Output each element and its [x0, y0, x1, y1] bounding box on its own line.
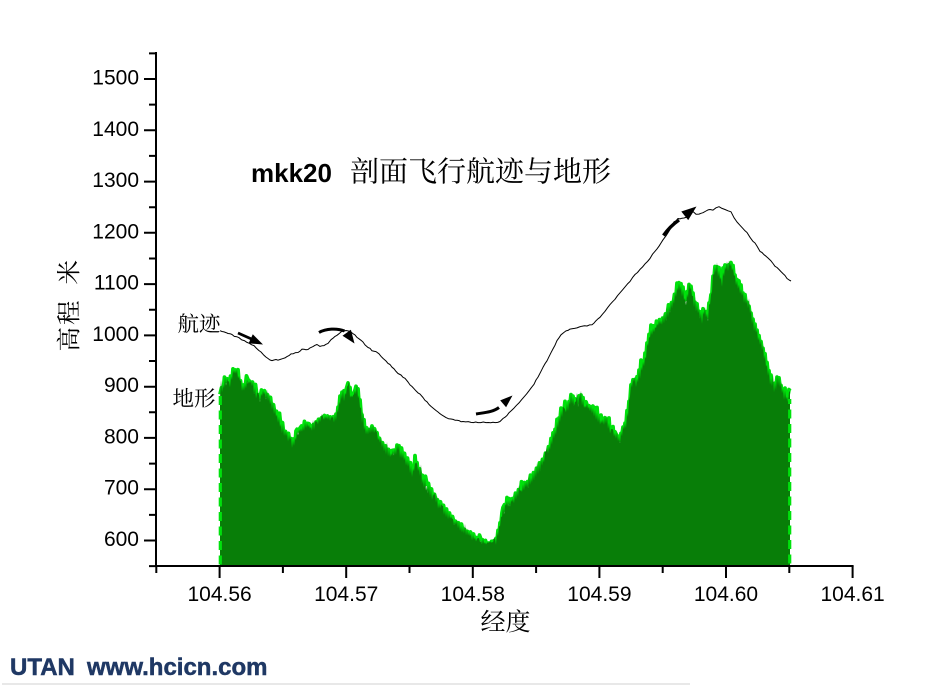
- svg-text:mkk20: mkk20: [251, 158, 332, 188]
- svg-text:104.58: 104.58: [441, 583, 505, 606]
- svg-text:900: 900: [104, 374, 139, 397]
- svg-text:104.59: 104.59: [567, 583, 631, 606]
- svg-text:1500: 1500: [92, 67, 139, 90]
- svg-text:700: 700: [104, 477, 139, 500]
- svg-text:104.56: 104.56: [187, 583, 251, 606]
- svg-text:1000: 1000: [92, 323, 139, 346]
- svg-text:104.60: 104.60: [694, 583, 758, 606]
- svg-text:1400: 1400: [92, 118, 139, 141]
- svg-text:1200: 1200: [92, 220, 139, 243]
- svg-text:1100: 1100: [94, 272, 139, 295]
- svg-text:104.61: 104.61: [820, 583, 884, 606]
- svg-text:104.57: 104.57: [314, 583, 378, 606]
- svg-text:800: 800: [104, 425, 139, 448]
- svg-text:1300: 1300: [92, 169, 139, 192]
- svg-text:600: 600: [104, 528, 139, 551]
